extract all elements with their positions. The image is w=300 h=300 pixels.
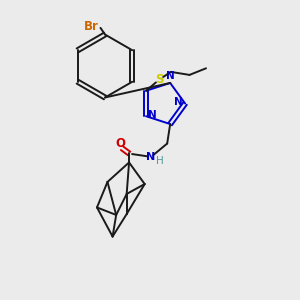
Text: N: N — [148, 110, 157, 120]
Text: S: S — [155, 73, 164, 86]
Text: Br: Br — [84, 20, 99, 33]
Text: H: H — [156, 156, 164, 166]
Text: N: N — [146, 152, 155, 162]
Text: N: N — [166, 71, 175, 81]
Text: O: O — [116, 137, 126, 150]
Text: N: N — [174, 97, 183, 107]
